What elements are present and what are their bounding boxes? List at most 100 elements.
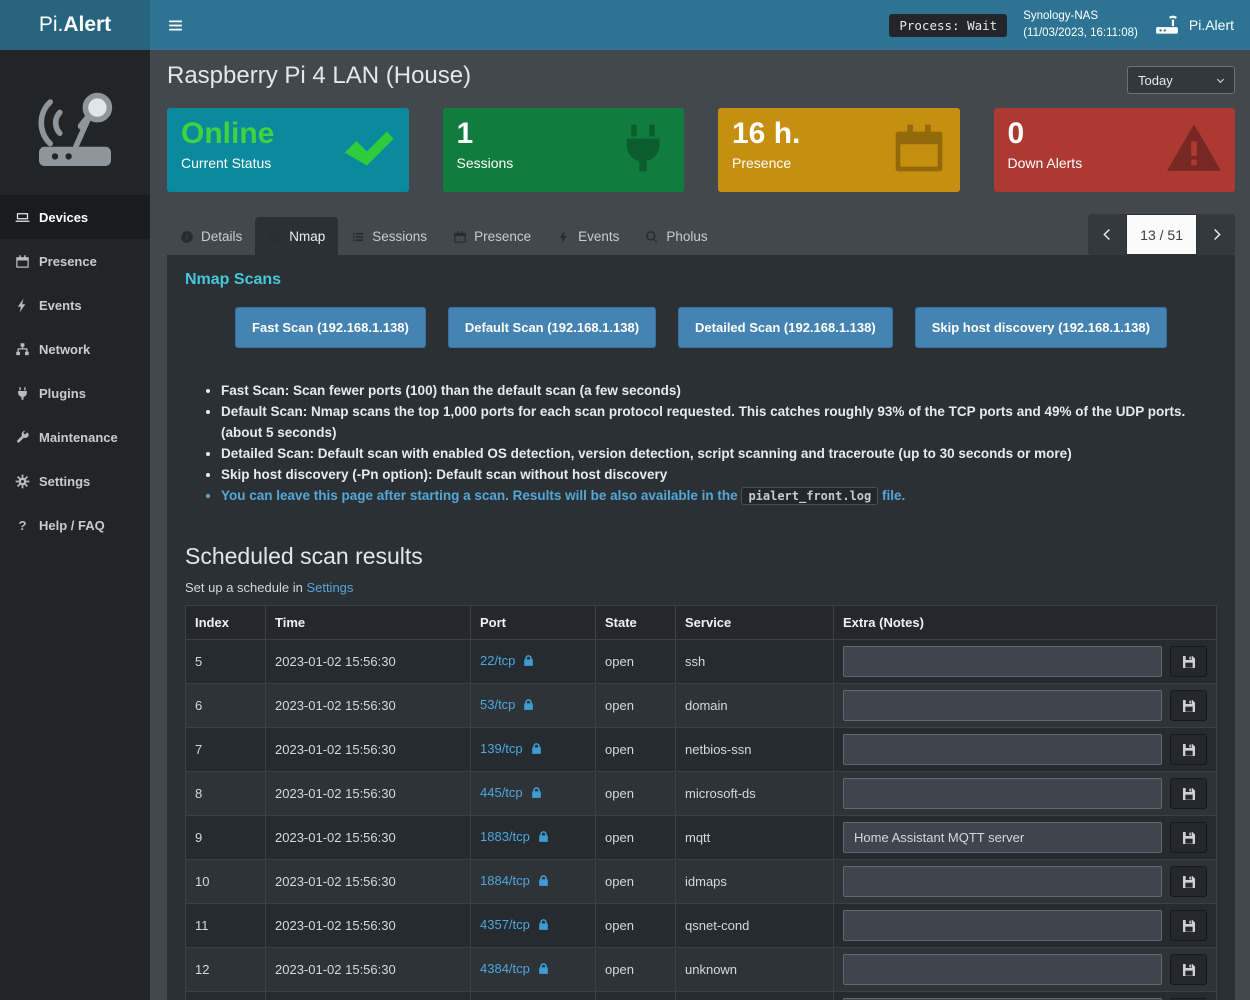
- save-icon: [1181, 874, 1197, 890]
- cell-index: 10: [185, 859, 266, 904]
- sidebar-item-label: Presence: [39, 253, 97, 269]
- summary-box-value: 0: [1007, 117, 1025, 150]
- nmap-note: Detailed Scan: Default scan with enabled…: [221, 443, 1217, 464]
- sidebar-item-presence[interactable]: Presence: [0, 239, 150, 283]
- port-link[interactable]: 139/tcp: [480, 741, 523, 756]
- scan-button-fast-scan[interactable]: Fast Scan (192.168.1.138): [235, 307, 426, 348]
- radar-icon: [268, 230, 282, 244]
- tab-pholus[interactable]: Pholus: [632, 217, 720, 255]
- sidebar-item-devices[interactable]: Devices: [0, 195, 150, 239]
- sidebar-item-plugins[interactable]: Plugins: [0, 371, 150, 415]
- calendar-icon: [453, 230, 467, 244]
- note-input[interactable]: [843, 954, 1162, 985]
- brand-logo[interactable]: Pi. Alert: [0, 0, 150, 50]
- nmap-footnote: You can leave this page after starting a…: [221, 485, 1217, 507]
- sidebar-item-events[interactable]: Events: [0, 283, 150, 327]
- brand-text-pi: Pi.: [38, 13, 64, 36]
- port-link[interactable]: 1883/tcp: [480, 829, 530, 844]
- note-input[interactable]: [843, 822, 1162, 853]
- cell-time: 2023-01-02 15:56:30: [265, 991, 471, 1000]
- scan-button-detailed-scan[interactable]: Detailed Scan (192.168.1.138): [678, 307, 893, 348]
- save-note-button[interactable]: [1170, 734, 1207, 765]
- next-device-button[interactable]: [1197, 214, 1235, 255]
- chevron-left-icon: [1100, 227, 1115, 242]
- period-select[interactable]: Today: [1127, 66, 1235, 94]
- cell-port: 445/tcp: [470, 771, 596, 816]
- tab-label: Pholus: [666, 229, 708, 244]
- scan-button-skip-host-discovery[interactable]: Skip host discovery (192.168.1.138): [914, 307, 1167, 348]
- port-link[interactable]: 1884/tcp: [480, 873, 530, 888]
- tab-label: Sessions: [372, 229, 428, 244]
- svg-text:i: i: [186, 233, 188, 242]
- sidebar-item-label: Events: [39, 297, 82, 313]
- nmap-note: Skip host discovery (-Pn option): Defaul…: [221, 464, 1217, 485]
- tab-details[interactable]: i Details: [167, 217, 255, 255]
- top-navbar: Process: Wait Synology-NAS (11/03/2023, …: [150, 0, 1250, 50]
- prev-device-button[interactable]: [1088, 214, 1127, 255]
- sidebar-item-label: Network: [39, 341, 91, 357]
- scan-result-row: 7 2023-01-02 15:56:30 139/tcp open netbios-s…: [185, 727, 1217, 772]
- save-note-button[interactable]: [1170, 690, 1207, 721]
- log-filename: pialert_front.log: [741, 487, 879, 505]
- summary-box-current-status: Online Current Status: [167, 108, 409, 192]
- summary-box-label: Current Status: [181, 154, 272, 171]
- save-note-button[interactable]: [1170, 866, 1207, 897]
- settings-link[interactable]: Settings: [306, 580, 354, 595]
- top-bar: Pi. Alert Process: Wait Synology-NAS (11/…: [0, 0, 1250, 50]
- tab-presence[interactable]: Presence: [440, 217, 544, 255]
- save-note-button[interactable]: [1170, 954, 1207, 985]
- plug-icon: [615, 120, 671, 189]
- sidebar-item-label: Help / FAQ: [39, 517, 105, 533]
- sidebar-item-help-faq[interactable]: ? Help / FAQ: [0, 503, 150, 547]
- lock-icon: [537, 830, 550, 846]
- cell-index: 8: [185, 771, 266, 816]
- note-input[interactable]: [843, 690, 1162, 721]
- save-note-button[interactable]: [1170, 998, 1207, 1000]
- cell-state: open: [595, 683, 676, 728]
- cell-service: ssh: [675, 639, 834, 684]
- port-link[interactable]: 22/tcp: [480, 653, 516, 668]
- note-input[interactable]: [843, 910, 1162, 941]
- column-header-index: Index: [185, 605, 266, 640]
- save-note-button[interactable]: [1170, 822, 1207, 853]
- column-header-time: Time: [265, 605, 471, 640]
- cell-state: open: [595, 815, 676, 860]
- sidebar-item-label: Maintenance: [39, 429, 118, 445]
- save-note-button[interactable]: [1170, 778, 1207, 809]
- sidebar-item-settings[interactable]: Settings: [0, 459, 150, 503]
- note-input[interactable]: [843, 646, 1162, 677]
- cell-state: open: [595, 639, 676, 684]
- port-link[interactable]: 4384/tcp: [480, 961, 530, 976]
- tab-nmap[interactable]: Nmap: [255, 217, 339, 255]
- scan-button-default-scan[interactable]: Default Scan (192.168.1.138): [447, 307, 657, 348]
- port-link[interactable]: 445/tcp: [480, 785, 523, 800]
- port-link[interactable]: 4357/tcp: [480, 917, 530, 932]
- account-menu[interactable]: Pi.Alert: [1154, 12, 1234, 38]
- port-link[interactable]: 53/tcp: [480, 697, 516, 712]
- save-icon: [1181, 654, 1197, 670]
- tab-sessions[interactable]: Sessions: [338, 217, 440, 255]
- note-input[interactable]: [843, 866, 1162, 897]
- host-timestamp: (11/03/2023, 16:11:08): [1023, 27, 1138, 39]
- cell-service: netbios-ssn: [675, 727, 834, 772]
- sidebar-item-maintenance[interactable]: Maintenance: [0, 415, 150, 459]
- note-input[interactable]: [843, 998, 1162, 1000]
- sidebar: Devices Presence Events Network Plugins Maint…: [0, 50, 150, 1000]
- tab-events[interactable]: Events: [544, 217, 632, 255]
- sidebar-item-network[interactable]: Network: [0, 327, 150, 371]
- note-input[interactable]: [843, 734, 1162, 765]
- summary-box-sessions: 1 Sessions: [442, 108, 684, 192]
- save-icon: [1181, 786, 1197, 802]
- cell-time: 2023-01-02 15:56:30: [265, 727, 471, 772]
- cell-time: 2023-01-02 15:56:30: [265, 947, 471, 992]
- note-input[interactable]: [843, 778, 1162, 809]
- sidebar-toggle-button[interactable]: [150, 0, 201, 50]
- cell-note: [833, 639, 1217, 684]
- nmap-tab-panel: Nmap Scans Fast Scan (192.168.1.138) Defa…: [167, 255, 1235, 1000]
- lock-icon: [537, 962, 550, 978]
- cell-note: [833, 727, 1217, 772]
- svg-text:?: ?: [18, 518, 26, 533]
- cell-time: 2023-01-02 15:56:30: [265, 815, 471, 860]
- save-note-button[interactable]: [1170, 910, 1207, 941]
- save-note-button[interactable]: [1170, 646, 1207, 677]
